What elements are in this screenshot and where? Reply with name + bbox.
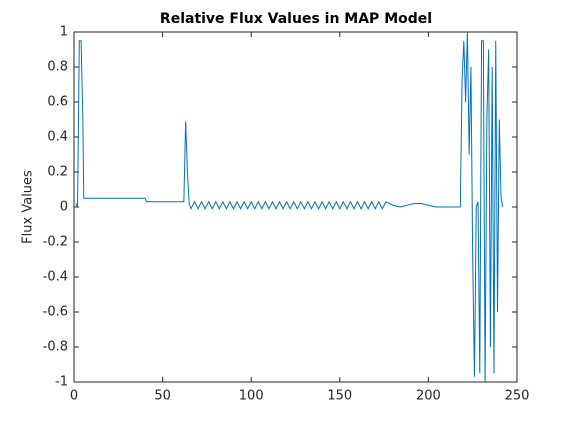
x-tick-label: 150 [327, 389, 352, 404]
y-tick-label: -0.2 [43, 235, 68, 250]
y-tick-label: -1 [55, 375, 68, 390]
y-axis-label: Flux Values [21, 170, 36, 244]
y-tick-label: 1 [60, 25, 68, 40]
line [75, 31, 504, 383]
x-tick-label: 50 [154, 389, 171, 404]
x-tick-label: 0 [70, 389, 78, 404]
x-tick-label: 200 [416, 389, 441, 404]
chart-title: Relative Flux Values in MAP Model [160, 11, 432, 27]
y-tick-label: -0.4 [43, 270, 68, 285]
y-tick-label: 0.8 [47, 60, 68, 75]
y-tick-label: -0.8 [43, 340, 68, 355]
y-tick-label: 0.2 [47, 165, 68, 180]
y-tick-label: 0 [60, 200, 68, 215]
x-tick-label: 100 [239, 389, 264, 404]
y-tick-label: 0.6 [47, 95, 68, 110]
y-tick-label: 0.4 [47, 130, 68, 145]
y-tick-label: -0.6 [43, 305, 68, 320]
x-tick-label: 250 [505, 389, 530, 404]
